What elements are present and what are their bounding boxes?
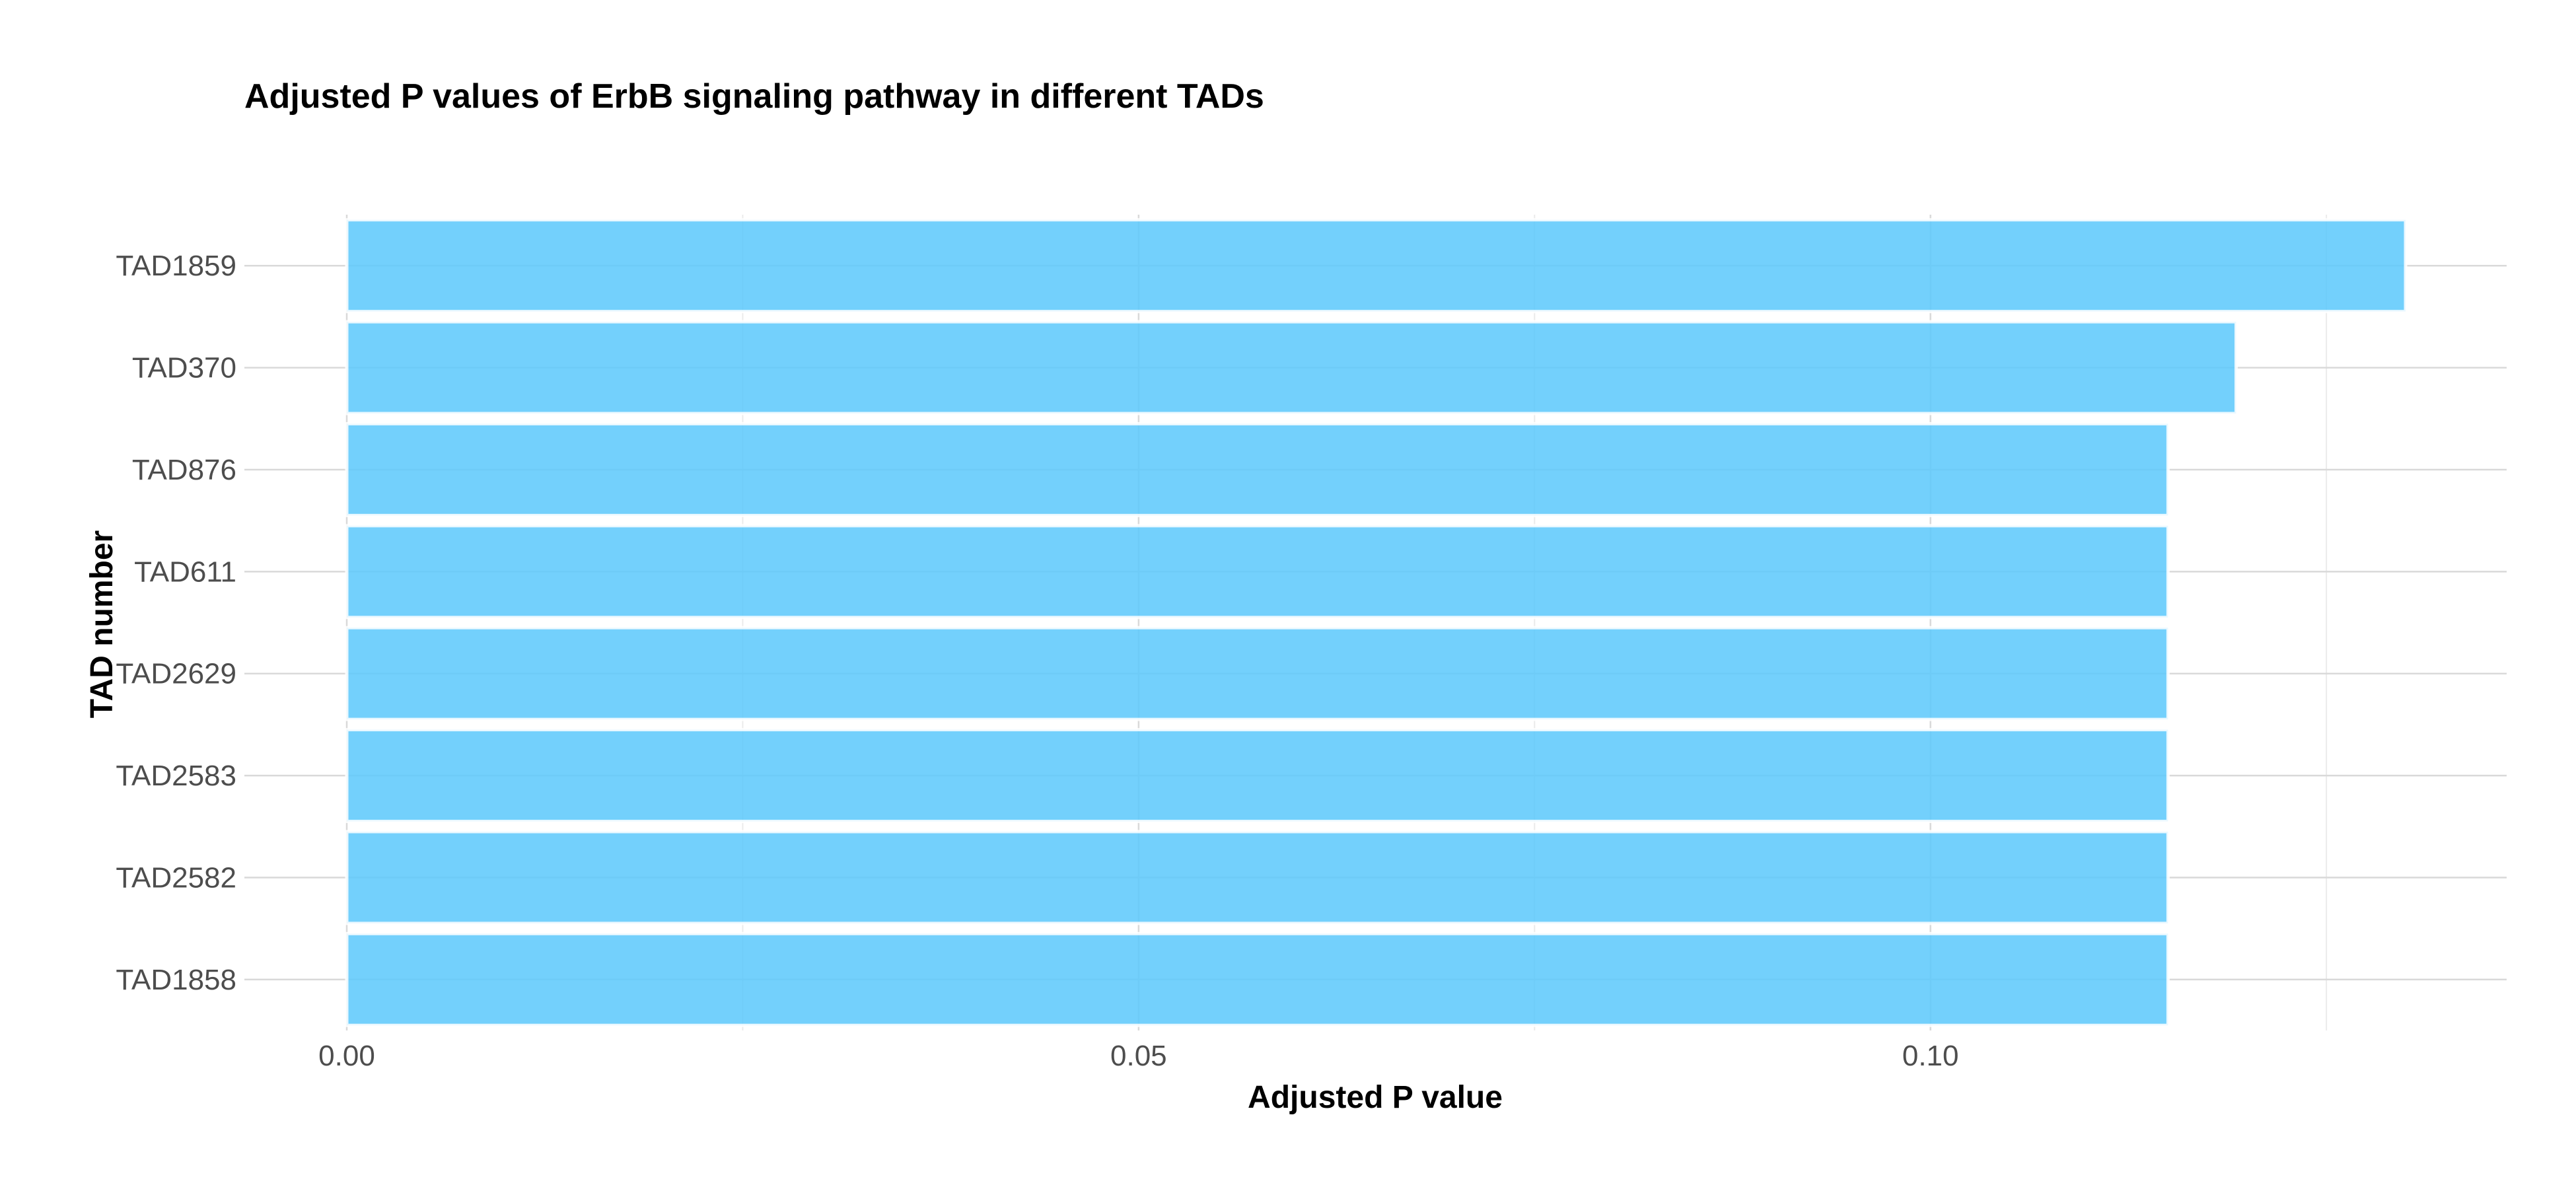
bar-tad2582 <box>345 830 2170 925</box>
y-tick-labels: TAD1859 TAD370 TAD876 TAD611 TAD2629 TAD2583 T… <box>116 250 236 996</box>
bar-tad1859 <box>345 218 2408 314</box>
bars <box>345 218 2408 1027</box>
y-tick-label: TAD2583 <box>116 760 236 792</box>
bar-tad370 <box>345 320 2238 415</box>
y-tick-label: TAD876 <box>132 454 236 486</box>
bar-tad876 <box>345 421 2170 517</box>
y-tick-label: TAD2629 <box>116 658 236 690</box>
x-tick-label: 0.05 <box>1110 1040 1167 1072</box>
y-tick-label: TAD1858 <box>116 964 236 996</box>
x-axis-title: Adjusted P value <box>1248 1080 1503 1115</box>
y-tick-label: TAD1859 <box>116 250 236 282</box>
x-tick-labels: 0.00 0.05 0.10 <box>318 1040 1958 1072</box>
y-tick-label: TAD2582 <box>116 861 236 894</box>
bar-tad611 <box>345 524 2170 620</box>
chart-title: Adjusted P values of ErbB signaling path… <box>244 77 1264 116</box>
bar-tad1858 <box>345 931 2170 1027</box>
bar-tad2629 <box>345 626 2170 721</box>
y-axis-title: TAD number <box>85 530 120 718</box>
y-tick-label: TAD611 <box>134 556 236 588</box>
x-tick-label: 0.00 <box>318 1040 375 1072</box>
bar-tad2583 <box>345 728 2170 824</box>
x-tick-label: 0.10 <box>1902 1040 1959 1072</box>
y-tick-label: TAD370 <box>132 352 236 384</box>
